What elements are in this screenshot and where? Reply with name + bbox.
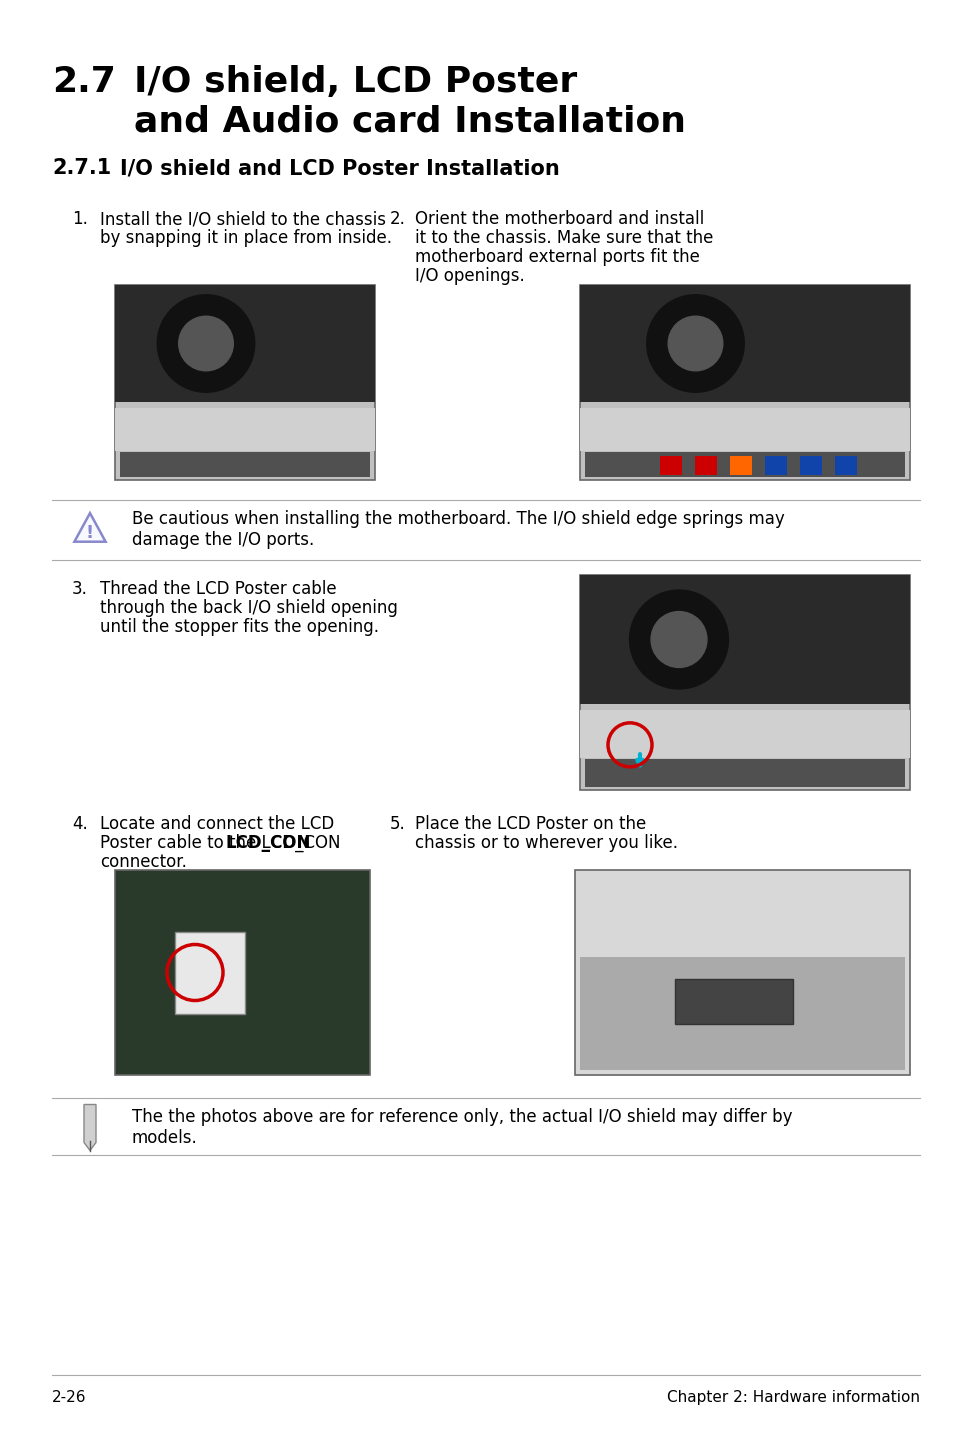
Text: 2.: 2. [390, 210, 405, 229]
FancyBboxPatch shape [764, 456, 786, 475]
FancyBboxPatch shape [695, 456, 717, 475]
FancyBboxPatch shape [575, 870, 909, 1076]
Circle shape [178, 316, 233, 371]
Text: 5.: 5. [390, 815, 405, 833]
Text: Thread the LCD Poster cable: Thread the LCD Poster cable [100, 580, 336, 598]
FancyBboxPatch shape [579, 710, 909, 758]
Text: Be cautious when installing the motherboard. The I/O shield edge springs may: Be cautious when installing the motherbo… [132, 510, 784, 528]
Text: The the photos above are for reference only, the actual I/O shield may differ by: The the photos above are for reference o… [132, 1109, 792, 1126]
FancyBboxPatch shape [584, 759, 904, 787]
Text: !: ! [86, 523, 94, 542]
Text: 2.7: 2.7 [52, 65, 115, 99]
FancyBboxPatch shape [800, 456, 821, 475]
Text: chassis or to wherever you like.: chassis or to wherever you like. [415, 834, 678, 851]
FancyBboxPatch shape [579, 408, 909, 450]
Text: Locate and connect the LCD: Locate and connect the LCD [100, 815, 334, 833]
Text: Chapter 2: Hardware information: Chapter 2: Hardware information [666, 1391, 919, 1405]
Text: LCD_CON: LCD_CON [226, 834, 311, 851]
Text: Place the LCD Poster on the: Place the LCD Poster on the [415, 815, 645, 833]
Circle shape [667, 316, 722, 371]
Text: 2-26: 2-26 [52, 1391, 87, 1405]
FancyBboxPatch shape [729, 456, 751, 475]
Text: damage the I/O ports.: damage the I/O ports. [132, 531, 314, 549]
Text: motherboard external ports fit the: motherboard external ports fit the [415, 247, 700, 266]
Circle shape [646, 295, 743, 393]
FancyBboxPatch shape [834, 456, 856, 475]
Circle shape [629, 590, 728, 689]
Text: Orient the motherboard and install: Orient the motherboard and install [415, 210, 703, 229]
FancyBboxPatch shape [579, 285, 909, 403]
Polygon shape [74, 513, 106, 542]
Text: I/O openings.: I/O openings. [415, 267, 524, 285]
Text: 3.: 3. [71, 580, 88, 598]
FancyBboxPatch shape [120, 452, 370, 477]
FancyBboxPatch shape [115, 408, 375, 450]
Text: through the back I/O shield opening: through the back I/O shield opening [100, 600, 397, 617]
FancyBboxPatch shape [675, 979, 792, 1024]
FancyBboxPatch shape [659, 456, 681, 475]
FancyBboxPatch shape [579, 575, 909, 705]
Text: I/O shield and LCD Poster Installation: I/O shield and LCD Poster Installation [120, 158, 559, 178]
Text: and Audio card Installation: and Audio card Installation [133, 105, 685, 139]
FancyBboxPatch shape [584, 452, 904, 477]
FancyBboxPatch shape [579, 285, 909, 480]
Text: Poster cable to the LCD_CON: Poster cable to the LCD_CON [100, 834, 340, 853]
Text: 1.: 1. [71, 210, 88, 229]
Text: Install the I/O shield to the chassis: Install the I/O shield to the chassis [100, 210, 386, 229]
Text: until the stopper fits the opening.: until the stopper fits the opening. [100, 618, 378, 636]
FancyBboxPatch shape [579, 958, 904, 1070]
Circle shape [157, 295, 254, 393]
Circle shape [650, 611, 706, 667]
FancyBboxPatch shape [579, 575, 909, 789]
Text: it to the chassis. Make sure that the: it to the chassis. Make sure that the [415, 229, 713, 247]
Text: by snapping it in place from inside.: by snapping it in place from inside. [100, 229, 392, 247]
Text: 2.7.1: 2.7.1 [52, 158, 112, 178]
Text: 4.: 4. [71, 815, 88, 833]
FancyBboxPatch shape [174, 932, 245, 1014]
FancyBboxPatch shape [115, 870, 370, 1076]
Polygon shape [84, 1104, 96, 1150]
Text: connector.: connector. [100, 853, 187, 871]
FancyBboxPatch shape [115, 285, 375, 480]
FancyBboxPatch shape [115, 285, 375, 403]
Text: models.: models. [132, 1129, 197, 1148]
Text: I/O shield, LCD Poster: I/O shield, LCD Poster [133, 65, 577, 99]
